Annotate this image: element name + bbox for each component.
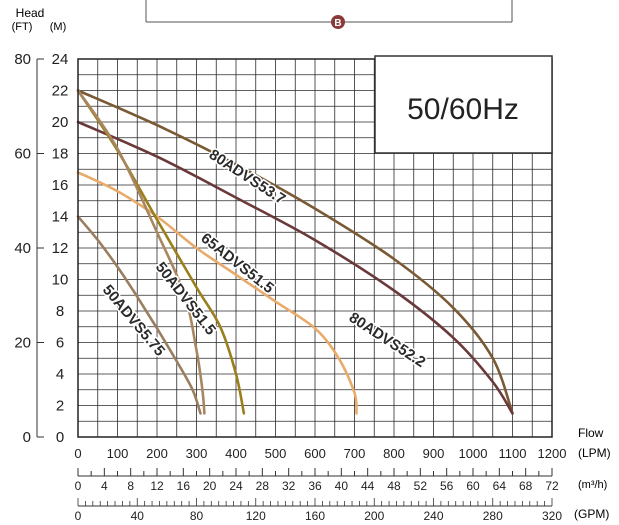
y-tick-label-m: 16 <box>52 177 69 194</box>
x-tick-label-m3h: 4 <box>101 479 108 493</box>
x-tick-label-m3h: 60 <box>466 479 480 493</box>
curve-label: 80ADVS52.2 <box>346 309 429 371</box>
x-tick-label-m3h: 16 <box>177 479 191 493</box>
x-tick-label-lpm: 900 <box>423 446 445 461</box>
x-tick-label-m3h: 28 <box>256 479 270 493</box>
y-tick-label-ft: 60 <box>14 146 31 163</box>
x-tick-label-gpm: 280 <box>483 509 503 523</box>
curve-labels: 80ADVS53.780ADVS52.265ADVS51.550ADVS51.5… <box>97 145 430 373</box>
y-tick-label-ft: 40 <box>14 240 31 257</box>
y-tick-label-m: 24 <box>52 51 69 68</box>
curve-series-1 <box>76 120 514 415</box>
frequency-label: 50/60Hz <box>407 93 519 126</box>
x-tick-label-lpm: 800 <box>383 446 405 461</box>
y-tick-label-m: 0 <box>56 429 64 446</box>
x-axis-unit-lpm: (LPM) <box>578 446 611 460</box>
x-tick-label-m3h: 12 <box>150 479 164 493</box>
x-tick-label-m3h: 56 <box>440 479 454 493</box>
y-axis-feet: 0 20 40 60 80 <box>14 51 44 446</box>
y-tick-label-m: 6 <box>56 335 64 352</box>
x-tick-label-m3h: 40 <box>335 479 349 493</box>
y-axis-title: Head <box>16 6 45 20</box>
x-tick-label-m3h: 52 <box>414 479 428 493</box>
x-tick-label-m3h: 64 <box>493 479 507 493</box>
x-tick-label-lpm: 600 <box>304 446 326 461</box>
x-tick-label-lpm: 100 <box>107 446 129 461</box>
x-tick-label-gpm: 320 <box>542 509 562 523</box>
x-tick-label-gpm: 160 <box>305 509 325 523</box>
x-tick-label-gpm: 200 <box>364 509 384 523</box>
x-tick-label-m3h: 20 <box>203 479 217 493</box>
x-axis-title: Flow <box>578 426 604 440</box>
x-tick-label-lpm: 700 <box>344 446 366 461</box>
x-tick-label-m3h: 32 <box>282 479 296 493</box>
y-tick-label-m: 8 <box>56 303 64 320</box>
x-axis-lpm: 0 100 200 300 400 500 600 700 800 900 1000 1100 1200 <box>74 446 566 461</box>
plot-frame <box>77 58 553 438</box>
y-tick-label-ft: 80 <box>14 51 31 68</box>
y-tick-label-m: 4 <box>56 366 64 383</box>
y-axis-unit-m: (M) <box>50 21 67 33</box>
y-tick-label-ft: 0 <box>23 429 31 446</box>
curve-label: 80ADVS53.7 <box>206 146 289 208</box>
x-axis-gpm: 0 40 80 120 160 200 240 280 320 <box>75 498 562 523</box>
x-tick-label-lpm: 300 <box>186 446 208 461</box>
curve-series-2 <box>76 171 358 415</box>
x-tick-label-lpm: 0 <box>74 446 81 461</box>
frequency-box: 50/60Hz <box>374 55 553 154</box>
x-tick-label-lpm: 1100 <box>499 446 527 461</box>
x-tick-label-lpm: 200 <box>146 446 168 461</box>
x-tick-label-lpm: 1200 <box>538 446 567 461</box>
y-tick-label-ft: 20 <box>14 335 31 352</box>
y-tick-label-m: 22 <box>52 83 69 100</box>
curves <box>76 89 514 415</box>
x-tick-label-m3h: 36 <box>308 479 322 493</box>
x-tick-label-gpm: 40 <box>131 509 145 523</box>
x-tick-label-m3h: 68 <box>519 479 533 493</box>
x-tick-label-lpm: 400 <box>225 446 247 461</box>
x-axis-m3h: 0 4 8 12 16 20 24 28 32 36 40 44 48 52 56 60 64 68 72 <box>75 468 559 493</box>
x-tick-label-gpm: 240 <box>423 509 443 523</box>
y-tick-label-m: 12 <box>52 240 69 257</box>
x-tick-label-gpm: 120 <box>246 509 266 523</box>
y-axis-unit-ft: (FT) <box>12 21 33 33</box>
x-tick-label-m3h: 0 <box>75 479 82 493</box>
x-tick-label-lpm: 1000 <box>459 446 488 461</box>
curve-series-4 <box>76 89 206 415</box>
x-axis-unit-gpm: (GPM) <box>574 507 609 521</box>
y-tick-label-m: 14 <box>52 209 69 226</box>
y-tick-label-m: 20 <box>52 114 69 131</box>
x-tick-label-m3h: 24 <box>229 479 243 493</box>
y-tick-label-m: 2 <box>56 398 64 415</box>
y-tick-label-m: 10 <box>52 272 69 289</box>
marker-label: B <box>334 18 341 29</box>
x-tick-label-gpm: 80 <box>190 509 204 523</box>
x-tick-label-m3h: 72 <box>545 479 559 493</box>
x-tick-label-gpm: 0 <box>75 509 82 523</box>
y-tick-label-m: 18 <box>52 146 69 163</box>
top-bracket: B <box>145 0 513 29</box>
curve-series-0 <box>76 89 514 415</box>
x-tick-label-lpm: 500 <box>265 446 287 461</box>
x-tick-label-m3h: 44 <box>361 479 375 493</box>
x-tick-label-m3h: 8 <box>127 479 134 493</box>
marker-badge <box>331 15 345 29</box>
x-axis-unit-m3h: (m³/h) <box>578 479 607 491</box>
curve-series-5 <box>76 215 202 415</box>
x-tick-label-m3h: 48 <box>387 479 401 493</box>
